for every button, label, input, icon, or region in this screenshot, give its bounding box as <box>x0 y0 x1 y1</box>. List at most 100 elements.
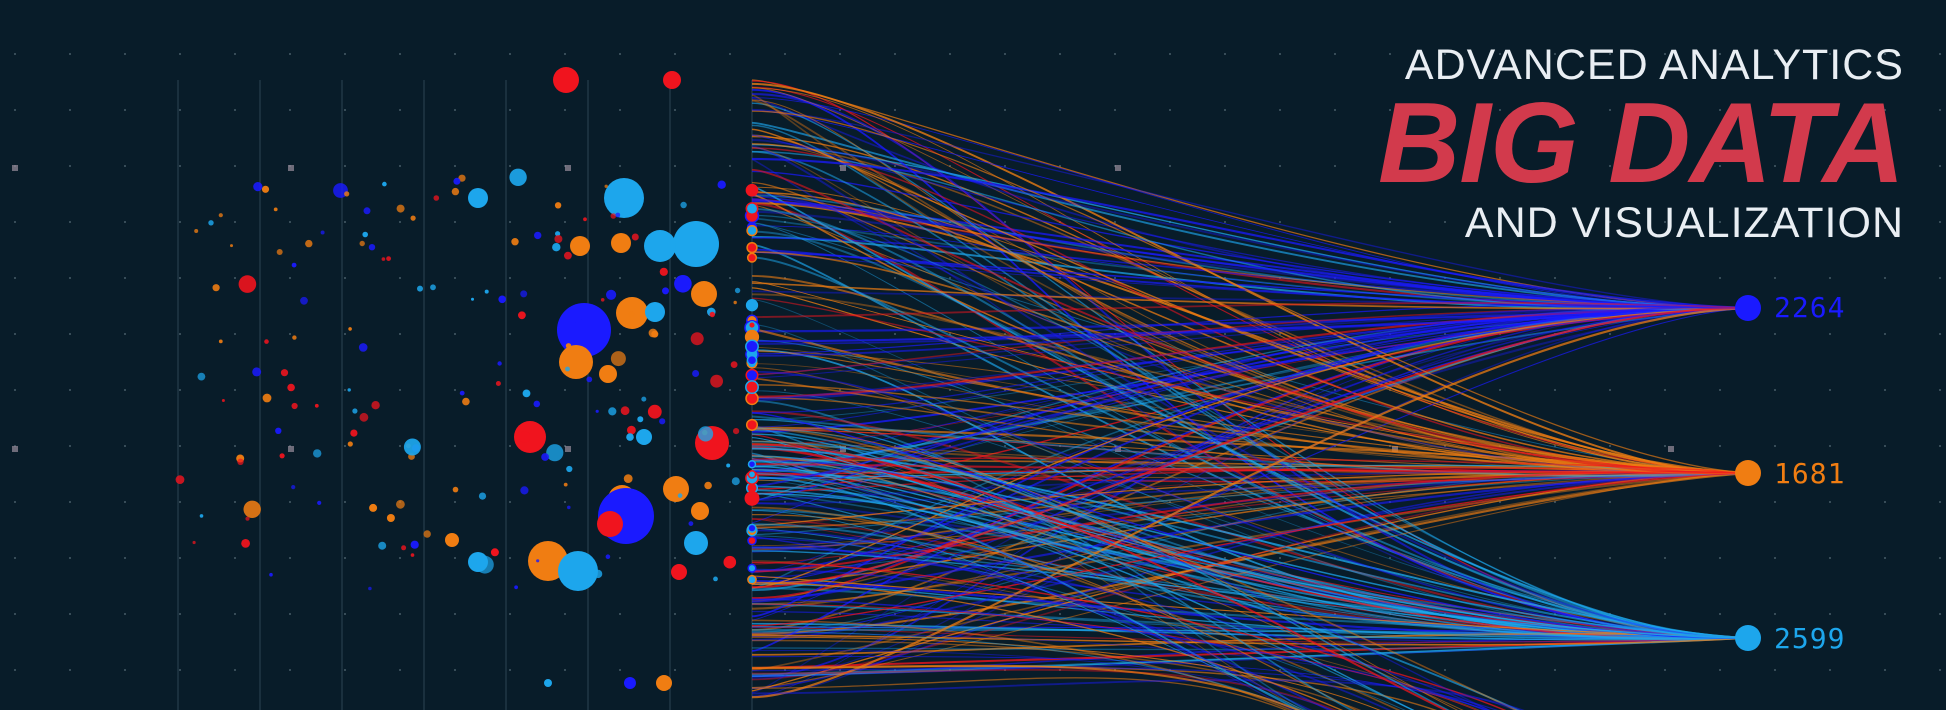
flow-curve <box>751 443 1448 710</box>
grid-dot <box>894 333 896 335</box>
data-bubble <box>347 388 351 392</box>
node-label-2264: 2264 <box>1774 291 1846 324</box>
grid-dot <box>1939 501 1941 503</box>
grid-dot <box>289 613 291 615</box>
flow-curve <box>751 460 1749 640</box>
flow-curve <box>751 440 1304 710</box>
grid-dot <box>1004 445 1006 447</box>
data-bubble <box>199 514 204 518</box>
flow-curve <box>751 145 1749 640</box>
headline-subtitle-bottom: AND VISUALIZATION <box>1464 199 1904 247</box>
flow-curve <box>751 248 1749 310</box>
grid-dot <box>344 277 346 279</box>
data-bubble <box>554 235 563 243</box>
data-bubble <box>690 332 704 346</box>
grid-dot <box>784 501 786 503</box>
grid-dot <box>1609 53 1611 55</box>
grid-dot <box>1774 557 1776 559</box>
data-bubble <box>495 381 501 386</box>
data-bubble <box>484 289 489 294</box>
flow-curve <box>751 412 1749 639</box>
data-bubble <box>691 502 709 520</box>
grid-dot <box>839 109 841 111</box>
grid-dot <box>69 165 71 167</box>
grid-dot <box>1279 669 1281 671</box>
grid-dot <box>124 389 126 391</box>
grid-dot <box>14 613 16 615</box>
grid-marker <box>565 165 571 171</box>
grid-dot <box>1114 221 1116 223</box>
grid-dot <box>289 557 291 559</box>
data-bubble <box>471 297 474 301</box>
flow-curve <box>751 668 1338 710</box>
data-bubble <box>730 361 738 368</box>
grid-dot <box>1114 53 1116 55</box>
data-bubble <box>371 401 380 410</box>
flow-curve <box>751 427 1518 710</box>
grid-dot <box>1169 389 1171 391</box>
flow-curve <box>751 307 1749 589</box>
grid-dot <box>729 613 731 615</box>
grid-dot <box>949 389 951 391</box>
data-bubble <box>192 540 196 545</box>
flow-curve <box>751 581 1343 710</box>
flow-curve <box>751 190 1749 309</box>
flow-curve <box>751 415 1749 478</box>
grid-dot <box>674 389 676 391</box>
grid-dot <box>784 221 786 223</box>
flow-curve <box>751 170 1749 309</box>
flow-curve <box>751 108 1749 309</box>
grid-dot <box>1224 53 1226 55</box>
grid-dot <box>1169 165 1171 167</box>
flow-curve <box>751 198 1749 310</box>
flow-curve <box>751 649 1333 710</box>
grid-dot <box>1609 221 1611 223</box>
data-bubble <box>276 249 283 255</box>
flow-curve <box>751 134 1749 309</box>
grid-dot <box>1224 557 1226 559</box>
edge-marker <box>747 321 757 330</box>
flow-curve <box>751 157 1749 310</box>
headline-subtitle-top: ADVANCED ANALYTICS <box>1404 41 1904 89</box>
grid-dot <box>179 333 181 335</box>
data-bubble <box>564 251 572 260</box>
grid-marker <box>1115 446 1121 452</box>
data-bubble <box>396 204 405 213</box>
data-bubble <box>688 521 694 526</box>
data-bubble <box>433 195 440 201</box>
grid-dot <box>674 445 676 447</box>
flow-curve <box>751 568 1392 710</box>
edge-marker <box>746 354 758 366</box>
grid-dot <box>784 613 786 615</box>
flow-curve <box>751 472 1749 627</box>
grid-dot <box>1444 221 1446 223</box>
data-bubble <box>292 335 297 340</box>
data-bubble <box>595 409 599 413</box>
grid-dot <box>729 501 731 503</box>
grid-marker <box>12 165 18 171</box>
flow-curve <box>751 437 1749 639</box>
grid-dot <box>1444 557 1446 559</box>
grid-dot <box>1279 333 1281 335</box>
grid-dot <box>454 333 456 335</box>
grid-dot <box>1829 333 1831 335</box>
grid-dot <box>1829 221 1831 223</box>
grid-dot <box>454 613 456 615</box>
data-bubble <box>401 545 407 551</box>
grid-dot <box>674 557 676 559</box>
grid-dot <box>564 501 566 503</box>
grid-dot <box>69 389 71 391</box>
grid-dot <box>69 669 71 671</box>
grid-dot <box>1939 165 1941 167</box>
edge-marker <box>745 380 759 395</box>
flow-curve <box>751 128 1749 474</box>
grid-dot <box>949 53 951 55</box>
grid-marker <box>840 165 846 171</box>
grid-dot <box>1004 53 1006 55</box>
grid-dot <box>1389 669 1391 671</box>
grid-dot <box>1939 333 1941 335</box>
data-bubble <box>533 400 541 408</box>
flow-curve <box>751 637 1749 651</box>
data-bubble <box>659 267 668 276</box>
grid-dot <box>1884 501 1886 503</box>
